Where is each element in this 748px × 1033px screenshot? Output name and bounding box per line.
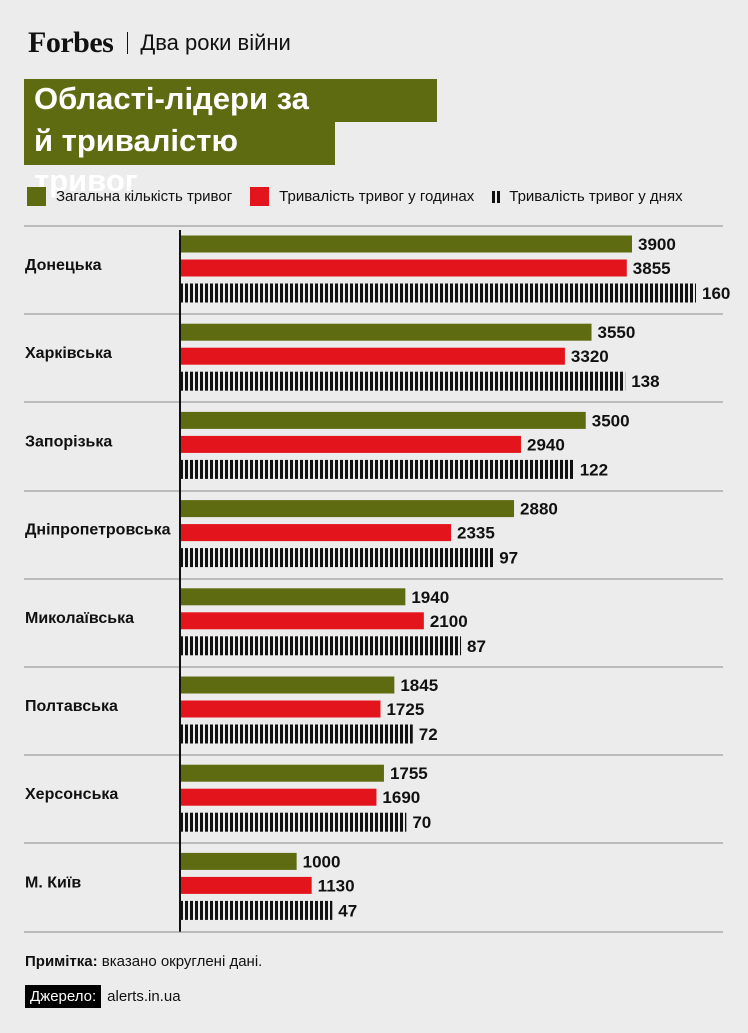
footnote: Примітка: вказано округлені дані. <box>25 953 262 970</box>
data-label: 2100 <box>430 612 468 631</box>
data-label: 87 <box>467 637 486 656</box>
data-label: 3855 <box>633 259 671 278</box>
bar-count <box>181 764 384 782</box>
data-label: 2335 <box>457 524 495 543</box>
bar-days <box>181 459 574 479</box>
category-label: Харківська <box>25 345 112 362</box>
legend-swatch-hours <box>250 187 270 206</box>
chart-title-line-1: Області-лідери за кількістю <box>24 79 437 156</box>
category-label: Миколаївська <box>25 610 134 627</box>
header-divider <box>127 32 129 54</box>
bar-hours <box>181 700 381 718</box>
category-label: Дніпропетровська <box>25 522 171 539</box>
bar-days <box>181 283 696 303</box>
data-label: 97 <box>499 549 518 568</box>
bar-days <box>181 548 494 568</box>
data-label: 3900 <box>638 235 676 254</box>
legend-item-hours: Тривалість тривог у годинах <box>250 187 474 206</box>
source: Джерело: alerts.in.ua <box>25 985 181 1008</box>
bar-hours <box>181 612 424 630</box>
data-label: 1940 <box>411 588 449 607</box>
data-label: 72 <box>419 725 438 744</box>
data-label: 1000 <box>303 852 341 871</box>
data-label: 1845 <box>400 676 438 695</box>
bar-count <box>181 500 515 518</box>
bar-hours <box>181 524 452 542</box>
bar-count <box>181 411 586 429</box>
data-label: 2940 <box>527 435 565 454</box>
data-label: 3550 <box>598 323 636 342</box>
footnote-text: вказано округлені дані. <box>101 953 263 970</box>
header-subtitle: Два роки війни <box>140 30 291 55</box>
bar-hours <box>181 347 565 365</box>
category-label: Запорізька <box>25 433 112 450</box>
header: Forbes Два роки війни <box>28 26 291 60</box>
data-label: 3320 <box>571 347 609 366</box>
category-label: М. Київ <box>25 874 81 891</box>
bar-hours <box>181 788 377 806</box>
legend-label-hours: Тривалість тривог у годинах <box>279 188 475 205</box>
data-label: 160 <box>702 284 730 303</box>
bar-hours <box>181 435 521 453</box>
legend-item-days: Тривалість тривог у днях <box>492 188 683 205</box>
bar-days <box>181 371 626 391</box>
data-label: 122 <box>580 460 608 479</box>
data-label: 47 <box>338 901 357 920</box>
bar-hours <box>181 876 312 894</box>
legend-label-count: Загальна кількість тривог <box>56 188 233 205</box>
legend-item-count: Загальна кількість тривог <box>27 187 232 206</box>
data-label: 2880 <box>520 500 558 519</box>
data-label: 1690 <box>382 788 420 807</box>
bar-days <box>181 900 333 920</box>
data-label: 3500 <box>592 411 630 430</box>
legend-swatch-days <box>492 190 503 203</box>
legend-swatch-count <box>27 187 46 206</box>
bar-hours <box>181 259 627 277</box>
data-label: 70 <box>412 813 431 832</box>
chart-title-line-2: й тривалістю тривог <box>24 121 335 198</box>
bar-days <box>181 724 413 744</box>
category-label: Полтавська <box>25 698 118 715</box>
data-label: 1725 <box>386 700 424 719</box>
bar-count <box>181 676 395 694</box>
data-label: 1130 <box>318 876 355 895</box>
legend-label-days: Тривалість тривог у днях <box>509 188 683 205</box>
data-label: 1755 <box>390 764 428 783</box>
bar-count <box>181 588 406 606</box>
legend: Загальна кількість тривог Тривалість три… <box>27 187 701 206</box>
bar-count <box>181 852 297 870</box>
bar-days <box>181 812 407 832</box>
source-label: Джерело: <box>25 985 102 1008</box>
footnote-label: Примітка: <box>25 953 98 970</box>
bar-days <box>181 636 462 656</box>
forbes-logo: Forbes <box>28 26 114 59</box>
category-label: Херсонська <box>25 786 118 803</box>
source-text: alerts.in.ua <box>107 988 181 1005</box>
category-label: Донецька <box>25 257 102 274</box>
bar-count <box>181 323 592 341</box>
data-label: 138 <box>631 372 659 391</box>
bar-count <box>181 235 632 253</box>
